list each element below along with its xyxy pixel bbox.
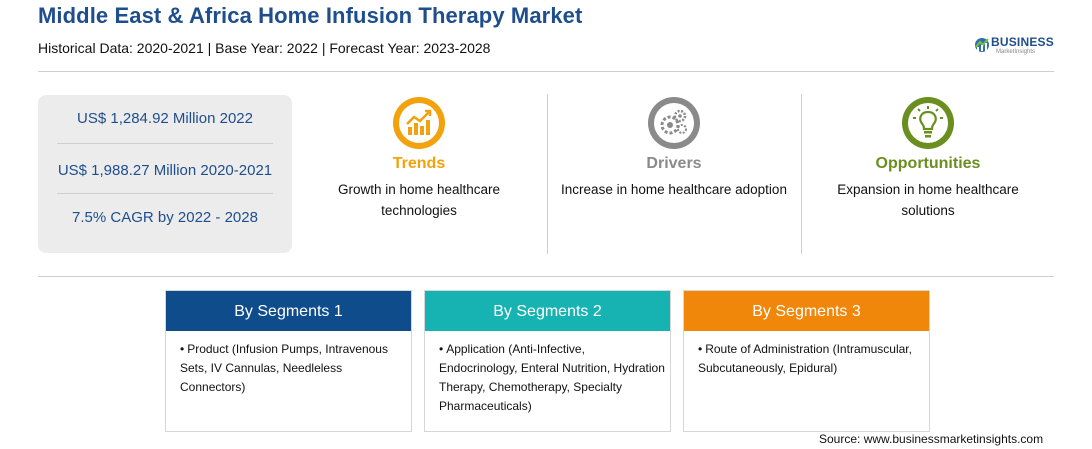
stat-historical-value: US$ 1,988.27 Million 2020-2021 [57,162,273,179]
segment-card-3: By Segments 3 • Route of Administration (… [683,290,930,432]
trends-description: Growth in home healthcare technologies [337,182,501,218]
trend-chart-icon [391,95,447,151]
column-divider [801,94,802,254]
page-subtitle: Historical Data: 2020-2021 | Base Year: … [38,40,491,56]
segment-3-header: By Segments 3 [684,291,929,331]
logo-tagline: MarketInsights [996,49,1036,55]
column-divider [547,94,548,254]
lightbulb-icon [900,95,956,151]
section-divider [38,276,1054,277]
brand-logo[interactable]: BUSINESS MarketInsights [974,34,1064,60]
trends-heading: Trends [392,155,446,172]
bullet-marker: • [698,342,703,356]
segment-1-header: By Segments 1 [166,291,411,331]
opportunities-column: Opportunities Expansion in home healthca… [813,95,1043,221]
segment-2-text: Application (Anti-Infective, Endocrinolo… [439,342,665,413]
segment-3-text: Route of Administration (Intramuscular, … [698,342,912,375]
drivers-description: Increase in home healthcare adoption [561,182,787,197]
segment-1-text: Product (Infusion Pumps, Intravenous Set… [180,342,388,394]
segment-card-2: By Segments 2 • Application (Anti-Infecti… [424,290,671,432]
logo-brand-text: BUSINESS [991,35,1054,49]
segment-2-header: By Segments 2 [425,291,670,331]
trends-column: Trends Growth in home healthcare technol… [304,95,534,221]
stat-cagr: 7.5% CAGR by 2022 - 2028 [72,209,258,226]
segment-2-body: • Application (Anti-Infective, Endocrinol… [425,331,670,416]
gears-icon [646,95,702,151]
drivers-heading: Drivers [646,155,702,172]
header-divider [38,71,1054,72]
stat-divider [57,143,273,144]
bullet-marker: • [439,342,444,356]
page-title: Middle East & Africa Home Infusion Thera… [38,3,583,28]
segment-card-1: By Segments 1 • Product (Infusion Pumps, … [165,290,412,432]
opportunities-description: Expansion in home healthcare solutions [837,182,1019,218]
bullet-marker: • [180,342,185,356]
stat-divider [57,193,273,194]
drivers-column: Drivers Increase in home healthcare adop… [559,95,789,200]
segment-1-body: • Product (Infusion Pumps, Intravenous Se… [166,331,411,397]
market-stats-panel: US$ 1,284.92 Million 2022 US$ 1,988.27 M… [38,95,292,253]
segment-3-body: • Route of Administration (Intramuscular,… [684,331,929,378]
globe-logo-icon [975,38,989,52]
opportunities-heading: Opportunities [875,155,981,172]
source-note: Source: www.businessmarketinsights.com [819,432,1044,446]
stat-market-size-2022: US$ 1,284.92 Million 2022 [77,110,253,127]
